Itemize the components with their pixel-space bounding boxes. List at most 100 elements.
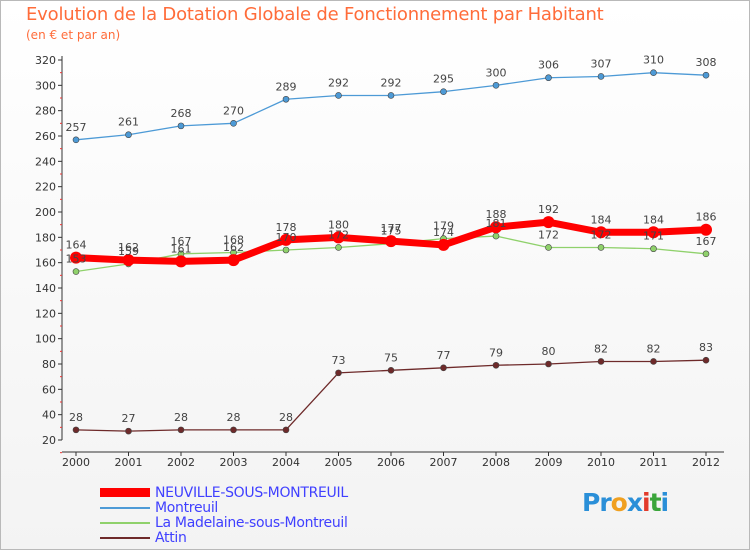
data-point-2 xyxy=(335,244,342,251)
data-label-1: 310 xyxy=(643,54,664,67)
y-tick-label: 200 xyxy=(35,206,56,219)
data-label-0: 177 xyxy=(381,222,402,235)
data-point-0 xyxy=(542,216,555,229)
data-label-0: 161 xyxy=(171,242,192,255)
data-label-1: 257 xyxy=(66,121,87,134)
data-point-3 xyxy=(72,426,80,434)
data-point-3 xyxy=(650,358,657,365)
data-point-0 xyxy=(332,231,345,244)
legend-label: La Madelaine-sous-Montreuil xyxy=(155,514,348,531)
data-point-0 xyxy=(70,251,82,264)
data-point-3 xyxy=(282,426,290,434)
y-tick-label: 260 xyxy=(35,130,56,143)
x-tick-label: 2002 xyxy=(167,456,195,469)
data-label-0: 184 xyxy=(591,213,612,226)
logo-letter: i xyxy=(660,488,670,517)
data-label-3: 27 xyxy=(122,412,136,425)
y-tick-label: 140 xyxy=(35,282,56,295)
y-tick-label: 160 xyxy=(35,257,56,270)
logo-letter: t xyxy=(649,488,662,517)
data-label-1: 292 xyxy=(381,76,402,89)
legend-item: La Madelaine-sous-Montreuil xyxy=(100,514,348,531)
logo-letter: o xyxy=(610,488,628,517)
data-point-3 xyxy=(492,361,500,369)
data-point-1 xyxy=(387,92,395,99)
data-label-3: 82 xyxy=(594,342,608,355)
legend-item: Montreuil xyxy=(100,499,348,516)
x-tick-label: 2001 xyxy=(115,456,143,469)
x-tick-label: 2005 xyxy=(325,456,353,469)
data-label-0: 186 xyxy=(696,211,717,224)
data-point-1 xyxy=(335,92,342,99)
data-point-1 xyxy=(702,71,710,79)
data-point-1 xyxy=(597,73,605,80)
data-point-2 xyxy=(492,232,500,240)
legend-swatch xyxy=(100,488,150,497)
y-tick-label: 120 xyxy=(35,307,56,320)
data-label-0: 178 xyxy=(276,221,297,234)
y-tick-label: 300 xyxy=(35,79,56,92)
data-point-0 xyxy=(280,233,292,246)
data-label-2: 167 xyxy=(696,235,717,248)
y-tick-label: 320 xyxy=(35,54,56,67)
data-point-1 xyxy=(440,88,447,95)
data-point-0 xyxy=(227,254,240,267)
data-point-3 xyxy=(702,356,710,364)
data-point-0 xyxy=(122,254,135,267)
data-label-1: 292 xyxy=(328,76,349,89)
data-label-3: 83 xyxy=(699,341,713,354)
legend-item: NEUVILLE-SOUS-MONTREUIL xyxy=(100,485,348,501)
data-label-3: 79 xyxy=(489,346,503,359)
data-point-3 xyxy=(335,369,342,377)
data-point-2 xyxy=(702,250,710,258)
data-label-3: 28 xyxy=(227,411,241,424)
y-tick-label: 180 xyxy=(35,231,56,244)
y-tick-label: 240 xyxy=(35,155,56,168)
data-label-0: 192 xyxy=(538,203,559,216)
chart-title: Evolution de la Dotation Globale de Fonc… xyxy=(26,4,604,25)
y-tick-label: 20 xyxy=(42,434,56,447)
data-point-3 xyxy=(440,364,447,372)
x-tick-label: 2009 xyxy=(535,456,563,469)
chart-legend: NEUVILLE-SOUS-MONTREUIL Montreuil La Madel… xyxy=(100,485,348,546)
data-label-0: 184 xyxy=(643,213,664,226)
logo-letter: Pr xyxy=(582,488,612,517)
y-tick-label: 280 xyxy=(35,105,56,118)
data-point-2 xyxy=(597,244,605,251)
data-label-0: 164 xyxy=(66,239,87,252)
x-tick-label: 2000 xyxy=(62,456,90,469)
data-label-1: 289 xyxy=(276,80,297,93)
data-label-3: 75 xyxy=(384,351,398,364)
x-tick-label: 2011 xyxy=(640,456,668,469)
data-label-1: 307 xyxy=(591,57,612,70)
data-point-1 xyxy=(72,136,80,144)
data-point-1 xyxy=(282,95,290,103)
data-label-2: 172 xyxy=(328,228,349,241)
data-label-1: 268 xyxy=(171,107,192,120)
data-label-1: 270 xyxy=(223,104,244,117)
data-label-2: 153 xyxy=(66,253,87,266)
data-label-0: 180 xyxy=(328,218,349,231)
data-point-2 xyxy=(72,268,80,275)
data-point-3 xyxy=(597,358,605,365)
data-point-1 xyxy=(125,131,132,139)
data-point-0 xyxy=(700,223,712,236)
logo-letter: x xyxy=(626,488,643,517)
x-tick-label: 2008 xyxy=(482,456,510,469)
proxiti-logo: Proxiti xyxy=(582,488,670,517)
data-label-2: 179 xyxy=(433,220,454,233)
legend-label: Montreuil xyxy=(155,499,219,516)
x-tick-label: 2007 xyxy=(430,456,458,469)
data-point-3 xyxy=(177,426,185,434)
legend-swatch xyxy=(100,536,150,539)
data-point-1 xyxy=(545,74,552,82)
x-tick-label: 2003 xyxy=(220,456,248,469)
data-point-3 xyxy=(545,360,552,368)
data-label-3: 82 xyxy=(647,342,661,355)
chart-subtitle: (en € et par an) xyxy=(26,28,121,42)
legend-label: Attin xyxy=(155,529,187,546)
data-label-1: 300 xyxy=(486,66,507,79)
data-point-0 xyxy=(490,221,502,234)
